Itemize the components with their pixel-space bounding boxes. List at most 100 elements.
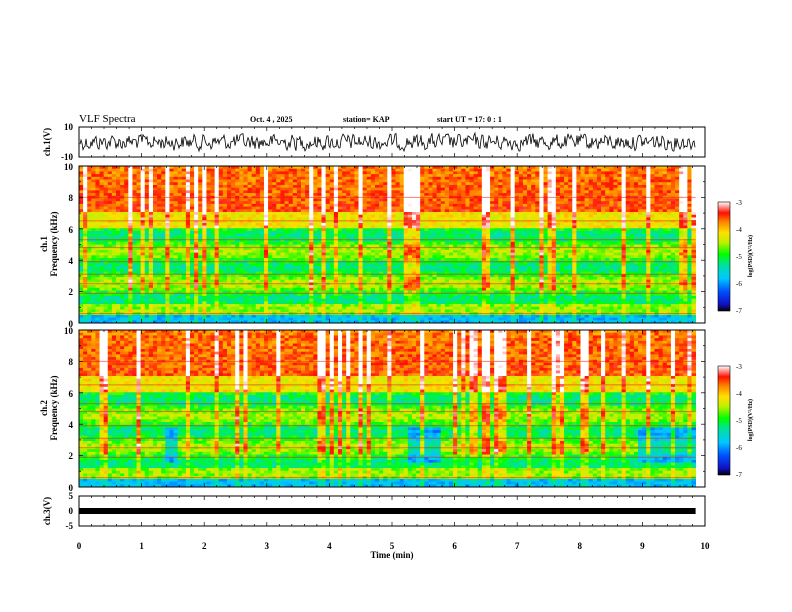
spectrogram-cell [354,317,359,321]
spectrogram-cell [416,285,421,289]
spectrogram-cell [243,228,248,232]
spectrogram-cell [247,187,253,191]
spectrogram-cell [148,171,154,175]
spectrogram-cell [296,285,302,289]
spectrogram-cell [202,179,207,183]
spectrogram-cell [91,249,96,254]
spectrogram-cell [185,274,191,278]
spectrogram-cell [210,274,216,278]
spectrogram-cell [337,306,343,310]
spectrogram-cell [420,301,425,305]
spectrogram-cell [272,201,277,205]
spectrogram-cell [194,287,199,291]
spectrogram-cell [333,239,339,243]
spectrogram-cell [214,236,220,240]
spectrogram-cell [325,258,331,262]
spectrogram-cell [321,220,327,224]
spectrogram-cell [181,193,187,197]
spectrogram-cell [202,274,207,278]
spectrogram-cell [116,249,121,254]
spectrogram-cell [337,274,343,278]
spectrogram-cell [169,168,174,172]
spectrogram-cell [148,293,154,297]
spectrogram-cell [424,236,429,240]
spectrogram-cell [165,168,170,172]
spectrogram-cell [411,209,417,213]
spectrogram-cell [411,266,417,270]
spectrogram-cell [346,233,351,237]
spectrogram-cell [321,255,327,259]
spectrogram-cell [350,279,355,283]
spectrogram-cell [185,225,191,229]
spectrogram-cell [407,209,413,213]
spectrogram-cell [276,217,281,221]
spectrogram-cell [169,276,174,281]
spectrogram-cell [206,317,211,321]
spectrogram-cell [210,263,216,267]
spectrogram-cell [313,187,318,191]
spectrogram-cell [362,258,368,262]
spectrogram-cell [91,214,96,218]
spectrogram-cell [255,285,261,289]
spectrogram-cell [206,298,211,302]
spectrogram-cell [383,309,388,313]
spectrogram-cell [189,274,195,278]
spectrogram-cell [362,166,368,170]
spectrogram-cell [296,263,302,267]
spectrogram-cell [259,236,265,240]
spectrogram-cell [83,166,88,170]
spectrogram-cell [87,198,92,202]
spectrogram-cell [161,271,166,275]
spectrogram-cell [321,298,327,302]
spectrogram-cell [177,287,183,291]
spectrogram-cell [424,309,429,313]
spectrogram-cell [333,168,339,172]
spectrogram-cell [194,293,199,297]
spectrogram-cell [157,214,162,218]
spectrogram-cell [333,203,339,208]
spectrogram-cell [300,225,306,229]
spectrogram-cell [263,182,269,186]
spectrogram-cell [148,182,154,186]
spectrogram-cell [399,309,405,313]
spectrogram-cell [185,293,191,297]
spectrogram-cell [370,230,376,235]
spectrogram-cell [374,201,380,205]
spectrogram-cell [305,304,310,308]
spectrogram-cell [132,287,137,291]
spectrogram-cell [407,179,413,183]
spectrogram-cell [194,252,199,256]
spectrogram-cell [222,174,228,178]
spectrogram-cell [169,198,174,202]
spectrogram-cell [255,182,261,186]
spectrogram-cell [194,279,199,283]
spectrogram-cell [317,249,322,254]
spectrogram-cell [194,274,199,278]
spectrogram-cell [337,244,343,248]
spectrogram-cell [165,304,170,308]
spectrogram-cell [83,182,88,186]
spectrogram-cell [309,255,314,259]
spectrogram-cell [358,258,364,262]
spectrogram-cell [124,285,129,289]
spectrogram-cell [235,171,240,175]
spectrogram-cell [321,266,327,270]
spectrogram-cell [91,320,96,324]
spectrogram-cell [268,198,273,202]
spectrogram-cell [292,225,298,229]
spectrogram-cell [99,276,105,281]
spectrogram-cell [161,241,166,245]
spectrogram-cell [202,306,207,310]
spectrogram-cell [276,244,281,248]
spectrogram-cell [214,314,220,318]
spectrogram-cell [116,166,121,170]
spectrogram-cell [403,174,409,178]
spectrogram-cell [284,233,290,237]
spectrogram-cell [296,193,302,197]
spectrogram-cell [424,184,429,189]
spectrogram-cell [370,228,376,232]
spectrogram-cell [206,249,211,254]
spectrogram-cell [391,285,396,289]
spectrogram-cell [333,241,339,245]
spectrogram-cell [411,225,417,229]
